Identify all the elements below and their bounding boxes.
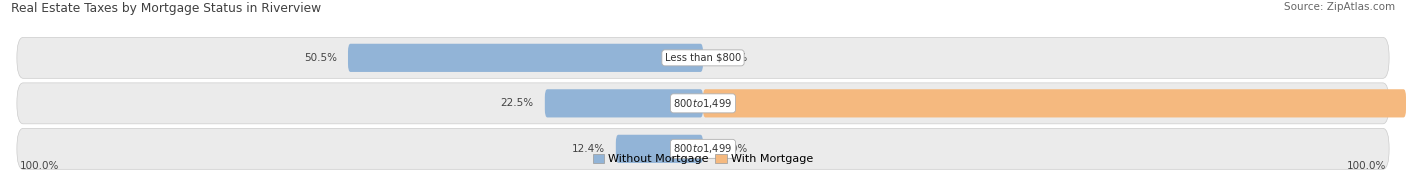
Text: Source: ZipAtlas.com: Source: ZipAtlas.com (1284, 2, 1395, 12)
Text: 0.0%: 0.0% (721, 53, 748, 63)
FancyBboxPatch shape (349, 44, 703, 72)
FancyBboxPatch shape (546, 89, 703, 117)
Text: Real Estate Taxes by Mortgage Status in Riverview: Real Estate Taxes by Mortgage Status in … (11, 2, 322, 15)
Text: $800 to $1,499: $800 to $1,499 (673, 97, 733, 110)
Text: $800 to $1,499: $800 to $1,499 (673, 142, 733, 155)
FancyBboxPatch shape (17, 37, 1389, 78)
Text: 22.5%: 22.5% (501, 98, 534, 108)
Text: 100.0%: 100.0% (1347, 161, 1386, 171)
Text: 0.0%: 0.0% (721, 144, 748, 154)
FancyBboxPatch shape (17, 83, 1389, 124)
Text: 50.5%: 50.5% (304, 53, 337, 63)
FancyBboxPatch shape (703, 89, 1406, 117)
Legend: Without Mortgage, With Mortgage: Without Mortgage, With Mortgage (588, 150, 818, 169)
Text: 100.0%: 100.0% (20, 161, 59, 171)
Text: Less than $800: Less than $800 (665, 53, 741, 63)
FancyBboxPatch shape (17, 128, 1389, 169)
Text: 12.4%: 12.4% (571, 144, 605, 154)
FancyBboxPatch shape (616, 135, 703, 163)
